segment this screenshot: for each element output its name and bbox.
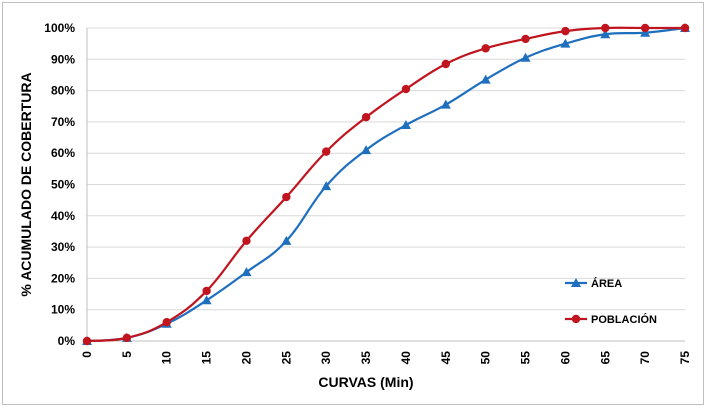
y-tick-label: 20% — [51, 271, 75, 285]
x-tick-label: 35 — [359, 351, 373, 365]
x-tick-label: 75 — [678, 351, 692, 365]
data-point-area — [241, 267, 252, 277]
series-group — [82, 23, 690, 346]
data-point-poblacion — [521, 34, 530, 44]
line-chart: 0% 10% 20% 30% 40% 50% 60% 70% 80% 90% 100% 0 5 10 15… — [18, 21, 692, 390]
legend-marker — [571, 314, 581, 324]
y-tick-label: 100% — [44, 21, 75, 35]
x-tick-label: 45 — [439, 351, 453, 365]
data-point-poblacion — [202, 286, 211, 296]
x-tick-label: 0 — [80, 351, 94, 358]
y-tick-labels: 0% 10% 20% 30% 40% 50% 60% 70% 80% 90% 100% — [44, 21, 75, 348]
legend-marker — [571, 278, 581, 287]
x-tick-labels: 0 5 10 15 20 25 30 35 40 45 50 55 60 65 70 75 — [80, 351, 692, 365]
data-point-area — [560, 38, 571, 48]
data-point-area — [201, 295, 212, 305]
gridlines — [87, 27, 685, 311]
data-point-poblacion — [361, 113, 371, 122]
x-tick-label: 65 — [598, 351, 612, 365]
data-point-poblacion — [441, 59, 450, 69]
x-tick-label: 10 — [160, 351, 174, 365]
legend-label: ÁREA — [591, 277, 622, 290]
legend-item-area: ÁREA — [565, 277, 622, 290]
data-point-poblacion — [162, 318, 171, 327]
y-tick-label: 70% — [51, 115, 75, 129]
data-point-area — [400, 120, 411, 130]
x-tick-label: 70 — [638, 351, 652, 365]
y-axis-label: % ACUMULADO DE COBERTURA — [18, 72, 34, 296]
series-line-area — [86, 26, 686, 343]
data-point-poblacion — [561, 26, 570, 36]
x-tick-label: 15 — [200, 351, 214, 365]
data-point-area — [321, 181, 332, 191]
data-point-poblacion — [122, 333, 132, 343]
x-tick-label: 30 — [319, 351, 333, 365]
data-point-poblacion — [322, 147, 331, 156]
data-point-area — [520, 52, 531, 62]
legend: ÁREA POBLACIÓN — [565, 277, 657, 326]
data-point-poblacion — [401, 84, 411, 94]
x-tick-label: 20 — [239, 351, 253, 365]
legend-label: POBLACIÓN — [591, 313, 657, 326]
y-tick-label: 90% — [51, 52, 75, 66]
y-tick-label: 60% — [51, 146, 75, 160]
y-tick-label: 30% — [51, 240, 75, 254]
series-poblacion — [82, 23, 690, 346]
data-point-poblacion — [82, 336, 92, 346]
x-tick-label: 50 — [479, 351, 493, 365]
legend-item-poblacion: POBLACIÓN — [565, 313, 657, 326]
data-point-area — [600, 29, 611, 39]
data-point-poblacion — [640, 23, 650, 33]
y-tick-label: 10% — [51, 303, 75, 317]
data-point-area — [480, 74, 491, 84]
data-point-area — [440, 99, 451, 109]
x-tick-label: 55 — [519, 351, 533, 365]
data-point-poblacion — [680, 23, 690, 33]
data-point-poblacion — [242, 236, 251, 246]
x-tick-label: 25 — [279, 351, 293, 365]
data-point-poblacion — [601, 23, 610, 33]
y-tick-label: 40% — [51, 209, 75, 223]
chart-frame: 0% 10% 20% 30% 40% 50% 60% 70% 80% 90% 100% 0 5 10 15… — [2, 2, 704, 405]
y-tick-label: 50% — [51, 178, 75, 192]
data-point-area — [361, 145, 372, 155]
x-tick-label: 5 — [120, 351, 134, 358]
x-tick-label: 40 — [399, 351, 413, 365]
data-point-poblacion — [481, 44, 490, 53]
y-tick-label: 80% — [51, 84, 75, 98]
x-axis-label: CURVAS (Min) — [318, 374, 413, 390]
x-tick-label: 60 — [558, 351, 572, 365]
axes — [86, 28, 685, 342]
data-point-area — [281, 235, 292, 245]
series-line-poblacion — [86, 26, 685, 343]
y-tick-label: 0% — [58, 334, 76, 348]
data-point-poblacion — [282, 192, 291, 202]
